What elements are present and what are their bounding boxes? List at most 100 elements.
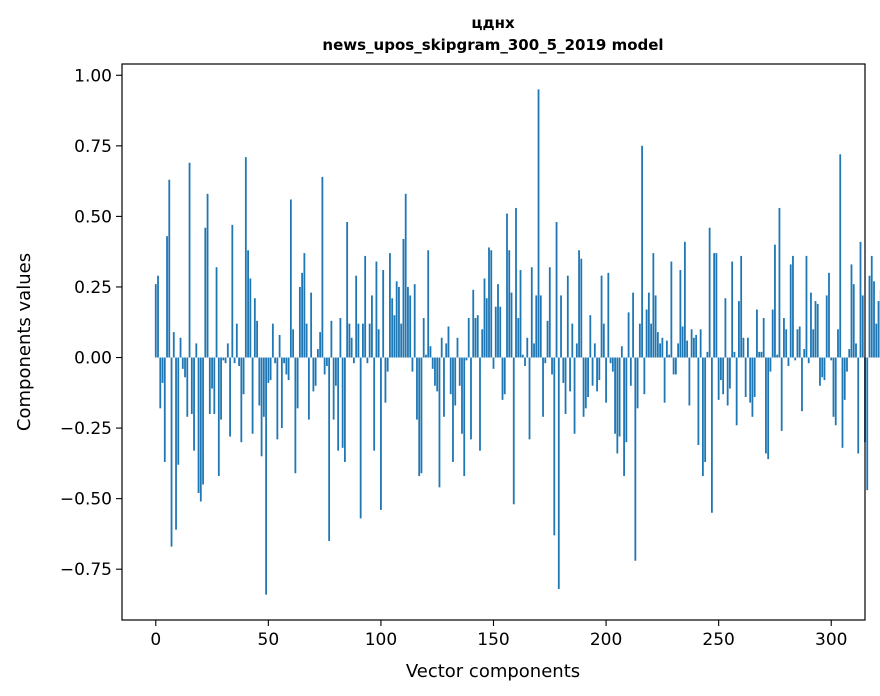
bar: [542, 357, 544, 417]
x-tick-label: 150: [477, 630, 509, 650]
bar: [332, 357, 335, 420]
bar: [575, 343, 578, 358]
bar: [330, 320, 333, 358]
bar: [560, 295, 562, 358]
bar: [857, 357, 860, 454]
bar: [416, 357, 418, 420]
y-tick-label: 1.00: [74, 66, 112, 86]
bar: [231, 224, 234, 358]
bar: [517, 318, 520, 358]
bar: [159, 357, 162, 409]
bar: [364, 255, 367, 358]
bar: [213, 357, 216, 414]
bar: [618, 357, 621, 437]
bar: [803, 349, 806, 358]
bar: [422, 318, 425, 358]
bar: [717, 357, 720, 400]
bar: [830, 357, 833, 361]
bar: [771, 309, 774, 358]
bar: [616, 357, 619, 454]
bar: [341, 357, 344, 448]
bar: [438, 357, 441, 488]
bar: [314, 357, 317, 386]
bar: [852, 284, 855, 358]
bar: [825, 295, 828, 358]
bar: [492, 357, 495, 369]
bar: [199, 357, 202, 502]
bar: [280, 357, 283, 429]
bar: [681, 326, 684, 358]
bar: [548, 267, 551, 358]
bar: [535, 295, 538, 358]
bar: [389, 253, 391, 358]
bar: [436, 357, 439, 392]
bar: [458, 357, 461, 386]
bar: [166, 236, 168, 358]
bar: [798, 326, 801, 358]
bar: [429, 346, 432, 358]
bar: [647, 292, 650, 358]
bar: [758, 351, 761, 358]
bar: [530, 267, 533, 358]
bar: [789, 264, 792, 358]
bar: [636, 357, 639, 409]
bar: [479, 357, 481, 451]
bar: [742, 337, 745, 358]
bar: [377, 329, 380, 358]
bar: [792, 255, 794, 358]
bar: [632, 292, 634, 358]
bar: [701, 357, 704, 477]
bar: [524, 357, 526, 366]
bar: [172, 332, 175, 358]
bar: [287, 357, 290, 381]
bar: [380, 357, 382, 510]
bar: [395, 281, 398, 358]
bar: [722, 357, 725, 395]
bar: [470, 357, 472, 440]
bar: [670, 261, 673, 358]
bar: [303, 253, 306, 358]
bar: [312, 357, 315, 392]
bar: [490, 250, 493, 358]
chart-title-line-1: цднх: [471, 14, 515, 32]
bar: [161, 357, 164, 383]
bar: [215, 267, 218, 358]
bar: [767, 357, 770, 460]
bar: [780, 357, 783, 431]
bar: [679, 270, 682, 358]
bar: [697, 357, 700, 446]
x-tick-label: 200: [590, 630, 622, 650]
bar: [823, 357, 826, 381]
bar: [404, 193, 407, 358]
bar: [229, 357, 231, 437]
bar: [235, 323, 238, 358]
bar: [724, 298, 727, 358]
bar: [240, 357, 243, 443]
bar: [634, 357, 637, 561]
bar: [220, 357, 222, 420]
bar: [467, 318, 470, 358]
y-tick-label: 0.00: [74, 349, 112, 369]
bar: [776, 354, 779, 358]
bar: [735, 357, 738, 426]
bar: [605, 357, 607, 403]
bar: [866, 357, 869, 491]
bar: [328, 357, 331, 541]
bar: [274, 357, 276, 364]
bar: [267, 357, 270, 383]
bar: [256, 320, 258, 358]
bar: [873, 281, 875, 358]
bar: [278, 334, 281, 358]
bar: [557, 357, 560, 589]
bar: [251, 357, 254, 434]
bar: [296, 357, 299, 409]
bar: [562, 357, 565, 383]
bar: [334, 357, 337, 386]
bar: [528, 357, 531, 440]
bar: [537, 89, 540, 358]
bar: [247, 250, 249, 358]
bar: [760, 351, 763, 358]
bar: [211, 357, 213, 389]
bar: [819, 357, 821, 386]
bar: [190, 357, 193, 414]
